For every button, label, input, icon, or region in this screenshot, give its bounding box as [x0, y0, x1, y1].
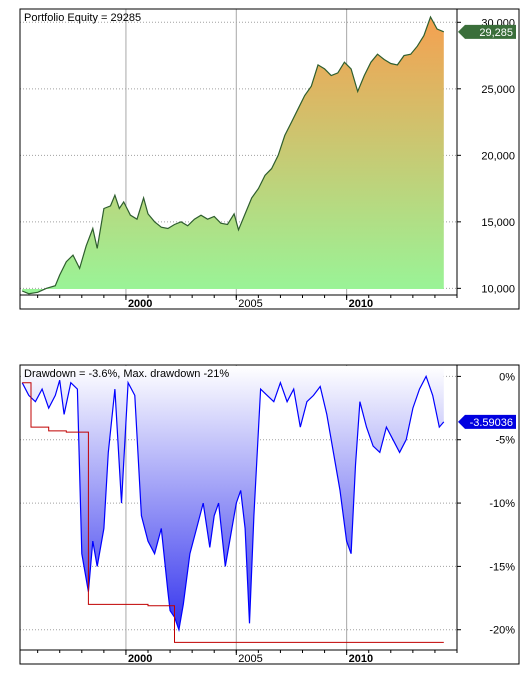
- drawdown-y-tick-label: -5%: [495, 435, 515, 447]
- drawdown-x-tick-label: 2010: [349, 653, 373, 665]
- drawdown-badge-text: -3.59036: [470, 417, 513, 429]
- drawdown-y-tick-label: 0%: [499, 371, 515, 383]
- max-drawdown-line: [22, 382, 444, 643]
- drawdown-outer-frame: [19, 364, 520, 665]
- drawdown-x-tick-label: 2005: [238, 653, 262, 665]
- drawdown-y-tick-label: -10%: [489, 498, 515, 510]
- drawdown-y-ticks: 0% -5% -10% -15% -20%: [457, 371, 515, 637]
- equity-x-tick-label: 2010: [349, 298, 373, 310]
- drawdown-last-value-badge: -3.59036: [458, 414, 516, 429]
- equity-x-tick-label: 2000: [128, 298, 152, 310]
- equity-y-tick-label: 20,000: [481, 150, 515, 162]
- drawdown-x-ticks: 2000 2005 2010: [37, 650, 458, 665]
- equity-y-tick-label: 25,000: [481, 84, 515, 96]
- equity-x-ticks: 2000 2005 2010: [37, 295, 458, 310]
- drawdown-x-tick-label: 2000: [128, 653, 152, 665]
- equity-y-tick-label: 10,000: [481, 283, 515, 295]
- equity-title: Portfolio Equity = 29285: [24, 12, 141, 24]
- equity-area: [22, 17, 444, 294]
- equity-line: [21, 15, 445, 295]
- drawdown-badge-shape: [458, 414, 516, 429]
- equity-y-tick-label: 15,000: [481, 217, 515, 229]
- equity-outer-frame: [19, 8, 520, 310]
- drawdown-title: Drawdown = -3.6%, Max. drawdown -21%: [24, 368, 229, 380]
- drawdown-panel: Drawdown = -3.6%, Max. drawdown -21% 0% -…: [19, 364, 520, 665]
- equity-last-value-badge: 29,285: [458, 24, 516, 39]
- equity-badge-shape: [458, 24, 516, 39]
- drawdown-area: [22, 366, 444, 630]
- drawdown-y-tick-label: -15%: [489, 561, 515, 573]
- equity-panel: Portfolio Equity = 29285 10,000 15,000 20,…: [19, 8, 520, 310]
- drawdown-y-tick-label: -20%: [489, 625, 515, 637]
- drawdown-line: [21, 374, 445, 633]
- equity-badge-text: 29,285: [479, 27, 513, 39]
- equity-x-tick-label: 2005: [238, 298, 262, 310]
